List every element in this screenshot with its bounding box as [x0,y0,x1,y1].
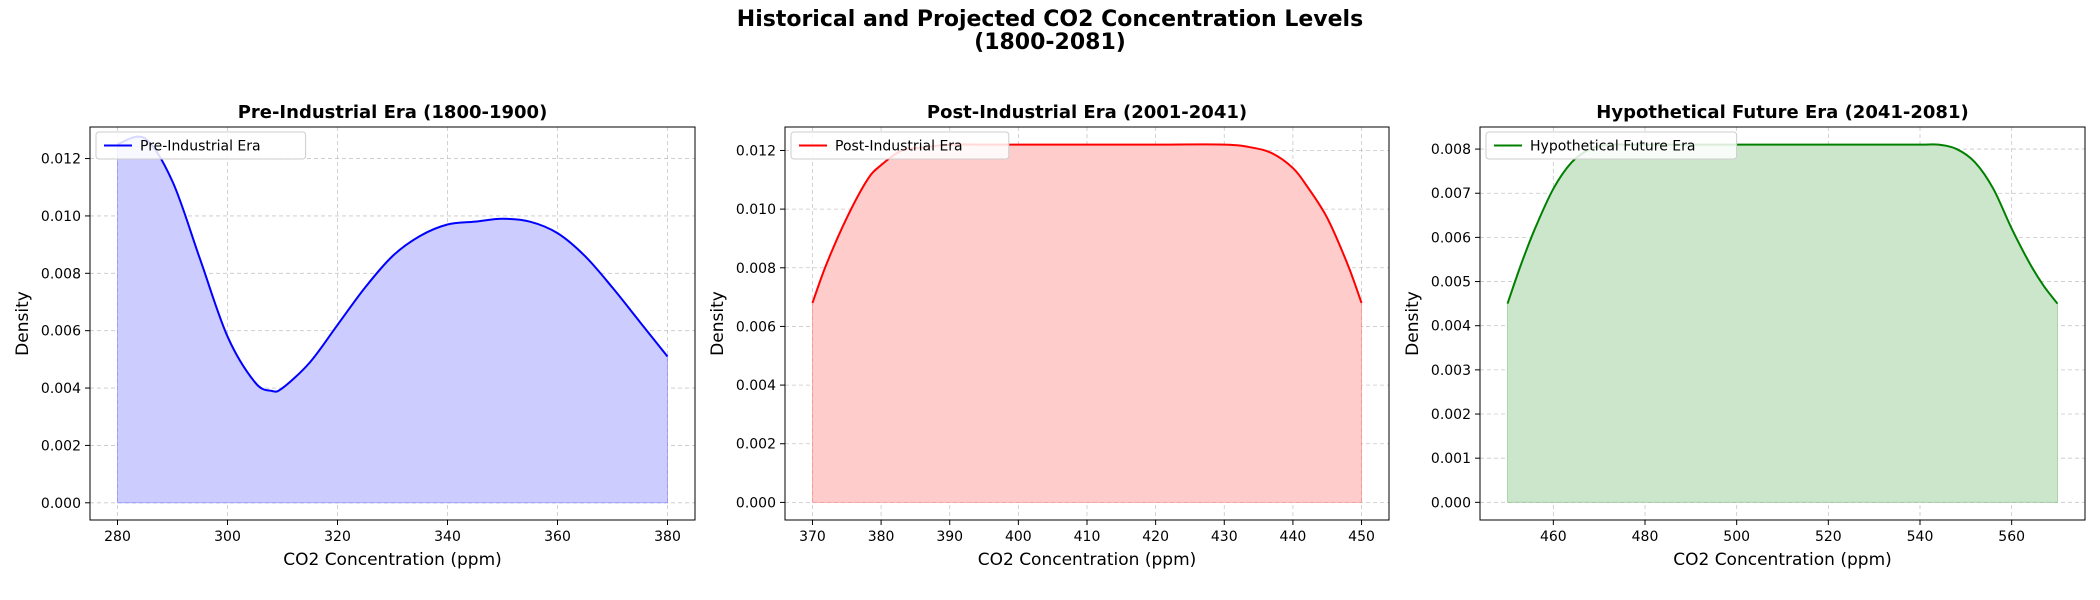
y-tick-label: 0.008 [1431,142,1471,158]
figure-title-line1: Historical and Projected CO2 Concentrati… [736,7,1364,32]
x-tick-label: 400 [1005,529,1032,545]
y-tick-label: 0.010 [736,202,776,218]
x-tick-label: 380 [868,529,895,545]
subplot-title: Hypothetical Future Era (2041-2081) [1596,102,1968,123]
series-area-fill [811,143,1363,503]
y-tick-label: 0.008 [41,266,81,282]
x-tick-label: 370 [799,529,826,545]
subplot-2: 370 380 390 400 410 420 430 440 450 0.000 0.002 0.0… [708,102,1390,570]
y-tick-label: 0.000 [41,496,81,512]
y-tick-label: 0.007 [1431,186,1471,202]
x-tick-label: 380 [654,529,681,545]
figure-title-line2: (1800-2081) [974,30,1126,55]
subplot-title: Post-Industrial Era (2001-2041) [927,102,1247,123]
x-axis-label: CO2 Concentration (ppm) [283,550,502,570]
x-tick-label: 420 [1142,529,1169,545]
x-tick-label: 540 [1907,529,1934,545]
y-axis-label: Density [708,291,728,356]
x-tick-label: 390 [936,529,963,545]
y-tick-label: 0.006 [41,324,81,340]
y-tick-label: 0.002 [41,438,81,454]
x-tick-label: 280 [104,529,131,545]
y-tick-label: 0.000 [736,495,776,511]
legend-box [1485,131,1738,160]
axes-frame [89,126,696,521]
legend-label: Pre-Industrial Era [140,139,261,155]
y-tick-label: 0.003 [1431,363,1471,379]
y-tick-label: 0.002 [1431,407,1471,423]
subplot-1: 280 300 320 340 360 380 0.000 0.002 0.004 0.006 0.… [13,102,696,570]
x-tick-label: 480 [1632,529,1659,545]
y-axis-label: Density [1403,291,1423,356]
subplot-title: Pre-Industrial Era (1800-1900) [238,102,548,123]
x-axis-label: CO2 Concentration (ppm) [978,550,1197,570]
y-tick-label: 0.000 [1431,495,1471,511]
x-tick-label: 320 [324,529,351,545]
y-tick-label: 0.005 [1431,275,1471,291]
y-tick-label: 0.006 [1431,230,1471,246]
series-line [1506,143,2059,305]
y-tick-label: 0.002 [736,437,776,453]
x-tick-label: 500 [1723,529,1750,545]
y-tick-label: 0.001 [1431,451,1471,467]
y-tick-label: 0.006 [736,319,776,335]
axes-frame [1479,126,2086,521]
x-tick-label: 460 [1540,529,1567,545]
y-tick-label: 0.004 [1431,319,1471,335]
legend-label: Post-Industrial Era [835,139,963,155]
subplot-3: 460 480 500 520 540 560 0.000 0.001 0.002 0.003 0.… [1403,102,2086,570]
legend-label: Hypothetical Future Era [1530,139,1695,155]
y-axis-label: Density [13,291,33,356]
series-area-fill [1507,143,2058,503]
y-tick-label: 0.004 [736,378,776,394]
series-line [811,143,1363,304]
x-tick-label: 300 [214,529,241,545]
x-tick-label: 360 [544,529,571,545]
x-axis-label: CO2 Concentration (ppm) [1673,550,1892,570]
x-tick-label: 450 [1348,529,1375,545]
x-tick-label: 560 [1998,529,2025,545]
y-tick-label: 0.008 [736,261,776,277]
x-tick-label: 410 [1074,529,1101,545]
legend-box [95,131,307,160]
x-tick-label: 440 [1280,529,1307,545]
legend-box [790,131,1010,160]
x-tick-label: 430 [1211,529,1238,545]
x-tick-label: 520 [1815,529,1842,545]
y-tick-label: 0.004 [41,381,81,397]
series-line [117,135,669,393]
x-tick-label: 340 [434,529,461,545]
y-tick-label: 0.012 [736,143,776,159]
y-tick-label: 0.012 [41,152,81,168]
y-tick-label: 0.010 [41,209,81,225]
